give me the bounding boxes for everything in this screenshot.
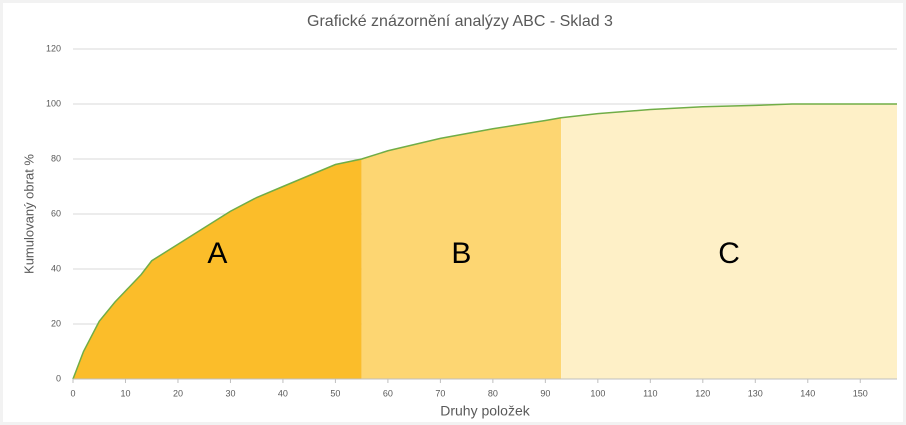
y-tick-label: 60	[51, 208, 61, 218]
cumulative-line	[72, 103, 897, 380]
x-tick-label: 140	[800, 388, 815, 398]
y-axis-label: Kumulovaný obrat %	[21, 154, 36, 274]
y-tick-label: 100	[46, 98, 61, 108]
x-tick-label: 70	[435, 388, 445, 398]
x-tick-label: 10	[120, 388, 130, 398]
zone-label: A	[207, 237, 227, 270]
x-tick-label: 130	[748, 388, 763, 398]
zone-label: C	[718, 237, 740, 270]
x-tick-label: 50	[330, 388, 340, 398]
x-tick-label: 60	[383, 388, 393, 398]
x-tick-label: 110	[643, 388, 657, 398]
x-tick-label: 40	[278, 388, 288, 398]
x-tick-label: 120	[695, 388, 710, 398]
x-tick-label: 80	[488, 388, 498, 398]
chart-title: Grafické znázornění analýzy ABC - Sklad …	[307, 13, 613, 30]
y-tick-label: 120	[46, 43, 61, 53]
x-tick-label: 0	[70, 388, 75, 398]
x-tick-label: 30	[225, 388, 235, 398]
zone-area	[561, 104, 897, 379]
y-tick-label: 0	[56, 373, 61, 383]
y-tick-label: 80	[51, 153, 61, 163]
zone-label: B	[451, 237, 471, 270]
x-tick-label: 100	[590, 388, 605, 398]
x-tick-label: 20	[173, 388, 183, 398]
x-axis-label: Druhy položek	[440, 403, 530, 419]
y-tick-label: 20	[51, 318, 61, 328]
x-tick-label: 90	[540, 388, 550, 398]
y-tick-label: 40	[51, 263, 61, 273]
x-tick-label: 150	[853, 388, 868, 398]
